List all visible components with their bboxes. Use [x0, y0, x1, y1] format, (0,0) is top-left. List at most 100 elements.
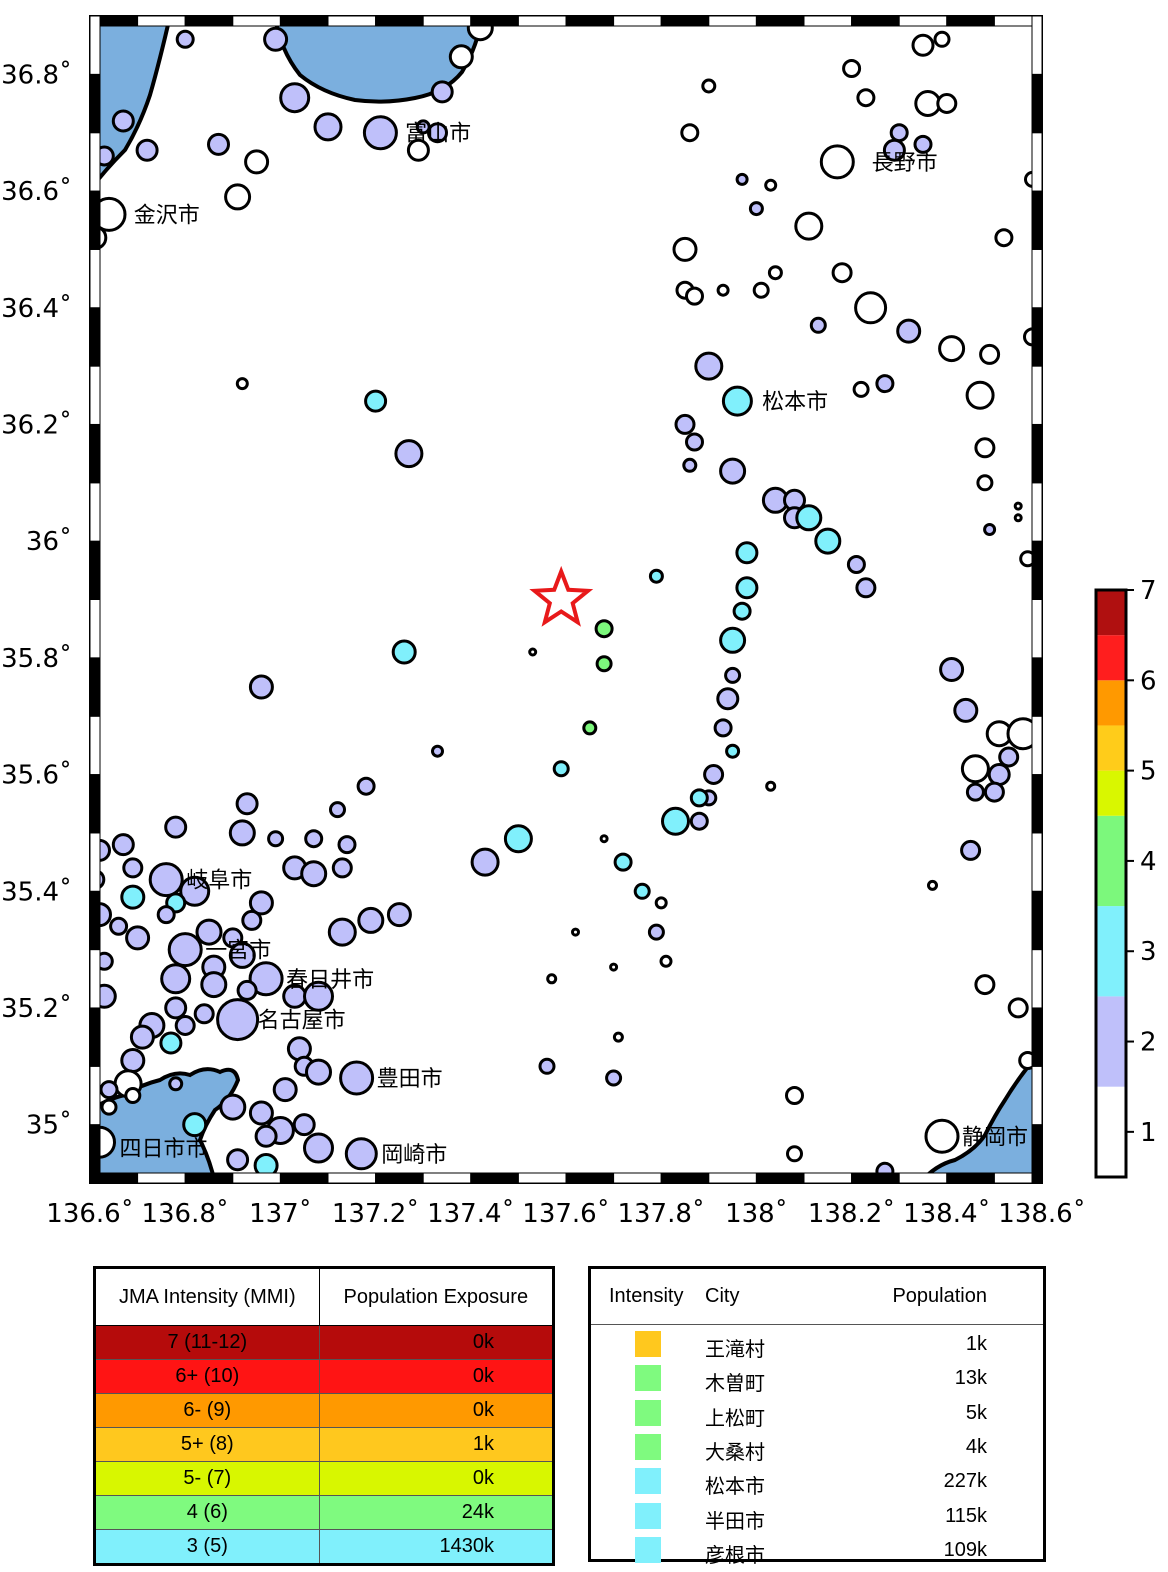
exposure-row: 3 (5) 1430k — [94, 1529, 555, 1565]
station-marker — [327, 917, 357, 947]
frame-tick-top — [898, 15, 948, 27]
exposure-intensity: 6- (9) — [94, 1393, 320, 1428]
colorbar-label: 6 — [1140, 666, 1157, 696]
colorbar-segment — [1096, 590, 1126, 636]
station-marker — [752, 281, 770, 299]
station-marker — [701, 78, 717, 94]
station-marker — [386, 902, 412, 928]
station-marker — [911, 33, 935, 57]
station-marker — [680, 123, 700, 143]
city-population: 109k — [943, 1538, 987, 1561]
header-population: Population — [892, 1285, 987, 1307]
station-marker — [960, 839, 982, 861]
latitude-tick-label: 36˚ — [26, 527, 72, 557]
frame-tick-top — [232, 15, 281, 27]
station-marker — [846, 555, 866, 574]
station-marker — [124, 1087, 142, 1104]
frame-tick-right — [1031, 949, 1043, 1009]
longitude-tick-label: 136.8˚ — [141, 1199, 228, 1229]
station-marker — [794, 211, 824, 241]
station-marker — [538, 1057, 556, 1075]
intensity-swatch — [635, 1365, 661, 1392]
intensity-colorbar: 1 2 3 4 5 6 7 — [1094, 576, 1157, 1179]
station-marker — [168, 1076, 184, 1092]
station-marker — [272, 1077, 298, 1103]
station-marker — [682, 457, 698, 473]
latitude-tick-label: 35.2˚ — [1, 994, 72, 1024]
latitude-tick-label: 36.8˚ — [1, 60, 72, 90]
station-marker — [685, 432, 704, 452]
city-label: 岐阜市 — [186, 869, 252, 894]
station-marker — [856, 88, 876, 108]
intensity-swatch — [635, 1433, 661, 1460]
header-jma-intensity: JMA Intensity (MMI) — [94, 1267, 320, 1326]
station-marker — [430, 80, 454, 104]
station-marker — [357, 906, 385, 934]
station-marker — [594, 619, 614, 639]
frame-tick-left — [89, 423, 101, 484]
station-marker — [889, 123, 909, 143]
frame-tick-top — [755, 15, 805, 27]
exposure-population: 1k — [318, 1427, 555, 1462]
city-name: 松本市 — [705, 1476, 765, 1499]
station-marker — [362, 115, 398, 151]
station-marker — [953, 697, 979, 723]
frame-tick-left — [89, 190, 101, 250]
frame-tick-top — [470, 15, 519, 27]
station-marker — [939, 657, 965, 682]
frame-tick-right — [1031, 774, 1043, 834]
exposure-population: 0k — [318, 1359, 555, 1394]
colorbar-label: 5 — [1140, 757, 1157, 787]
latitude-tick-label: 35˚ — [26, 1111, 72, 1141]
city-name: 半田市 — [705, 1510, 765, 1533]
longitude-tick-label: 138.2˚ — [808, 1199, 895, 1229]
station-marker — [156, 905, 176, 925]
city-row: 木曽町 13k — [591, 1361, 1043, 1395]
frame-tick-top — [184, 15, 234, 27]
exposure-row: 6- (9) 0k — [94, 1393, 555, 1428]
frame-tick-bottom — [898, 1172, 948, 1184]
station-marker — [200, 971, 228, 999]
station-marker — [406, 138, 430, 162]
station-marker — [329, 801, 346, 819]
city-label: 富山市 — [405, 122, 471, 147]
station-marker — [938, 335, 966, 363]
frame-tick-right — [1031, 715, 1043, 776]
latitude-tick-label: 35.8˚ — [1, 644, 72, 674]
exposure-row: 5+ (8) 1k — [94, 1427, 555, 1462]
city-row: 彦根市 109k — [591, 1533, 1043, 1567]
station-marker — [305, 1058, 332, 1086]
city-row: 松本市 227k — [591, 1464, 1043, 1498]
longitude-tick-label: 138.4˚ — [903, 1199, 990, 1229]
station-marker — [224, 183, 252, 211]
station-marker — [913, 134, 933, 154]
city-label: 春日井市 — [286, 968, 374, 993]
latitude-tick-label: 35.4˚ — [1, 877, 72, 907]
exposure-row: 6+ (10) 0k — [94, 1359, 555, 1394]
frame-tick-right — [1031, 1124, 1043, 1184]
colorbar-label: 2 — [1140, 1028, 1157, 1058]
city-population: 5k — [965, 1401, 987, 1424]
station-marker — [633, 882, 651, 900]
longitude-tick-label: 138.6˚ — [998, 1199, 1085, 1229]
station-marker — [175, 29, 195, 49]
city-population: 115k — [945, 1504, 987, 1527]
station-marker — [248, 961, 284, 997]
longitude-tick-labels: 136.6˚ 136.8˚ 137˚ 137.2˚ 137.4˚ 137.6˚ 137.8˚… — [46, 1199, 1085, 1229]
station-marker — [182, 1112, 208, 1138]
frame-tick-left — [89, 774, 101, 834]
population-exposure-table: JMA Intensity (MMI) Population Exposure … — [93, 1266, 555, 1566]
station-marker — [100, 1098, 118, 1116]
city-row: 半田市 115k — [591, 1499, 1043, 1533]
station-marker — [809, 316, 827, 334]
station-marker — [605, 1069, 623, 1087]
longitude-tick-label: 137.2˚ — [332, 1199, 419, 1229]
exposure-intensity: 6+ (10) — [94, 1359, 320, 1394]
station-marker — [595, 655, 613, 673]
station-marker — [1007, 997, 1029, 1019]
station-marker — [689, 788, 709, 808]
station-marker — [313, 112, 343, 142]
station-marker — [987, 763, 1011, 786]
city-label: 静岡市 — [962, 1125, 1028, 1150]
frame-tick-right — [1031, 73, 1043, 134]
